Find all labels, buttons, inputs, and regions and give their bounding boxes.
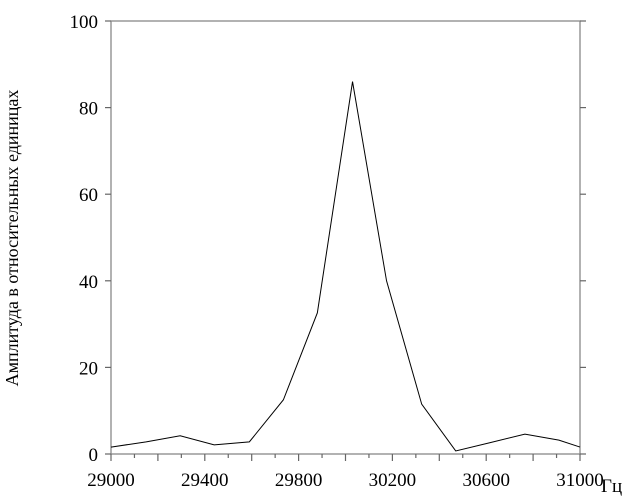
ticks: 29000 29400 29800 30200 30600 31000 0 20 40 60 80 1…	[70, 12, 604, 491]
x-tick-label: 29800	[275, 470, 323, 491]
x-tick-label: 29400	[181, 470, 229, 491]
axes	[110, 20, 581, 455]
y-axis-label: Амплитуда в относительных единицах	[2, 90, 22, 387]
series	[110, 81, 581, 452]
x-tick-label: 30200	[369, 470, 417, 491]
y-tick-label: 80	[79, 99, 98, 120]
y-tick-label: 0	[89, 445, 99, 466]
y-tick-label: 20	[79, 358, 98, 379]
y-tick-label: 60	[79, 185, 98, 206]
plot-frame	[110, 20, 581, 455]
y-tick-label: 40	[79, 272, 98, 293]
y-tick-label: 100	[70, 12, 99, 33]
x-tick-label: 30600	[462, 470, 510, 491]
x-tick-label: 31000	[556, 470, 604, 491]
x-tick-label: 29000	[87, 470, 135, 491]
series-line	[110, 81, 581, 452]
x-axis-label: Гц	[601, 476, 622, 496]
